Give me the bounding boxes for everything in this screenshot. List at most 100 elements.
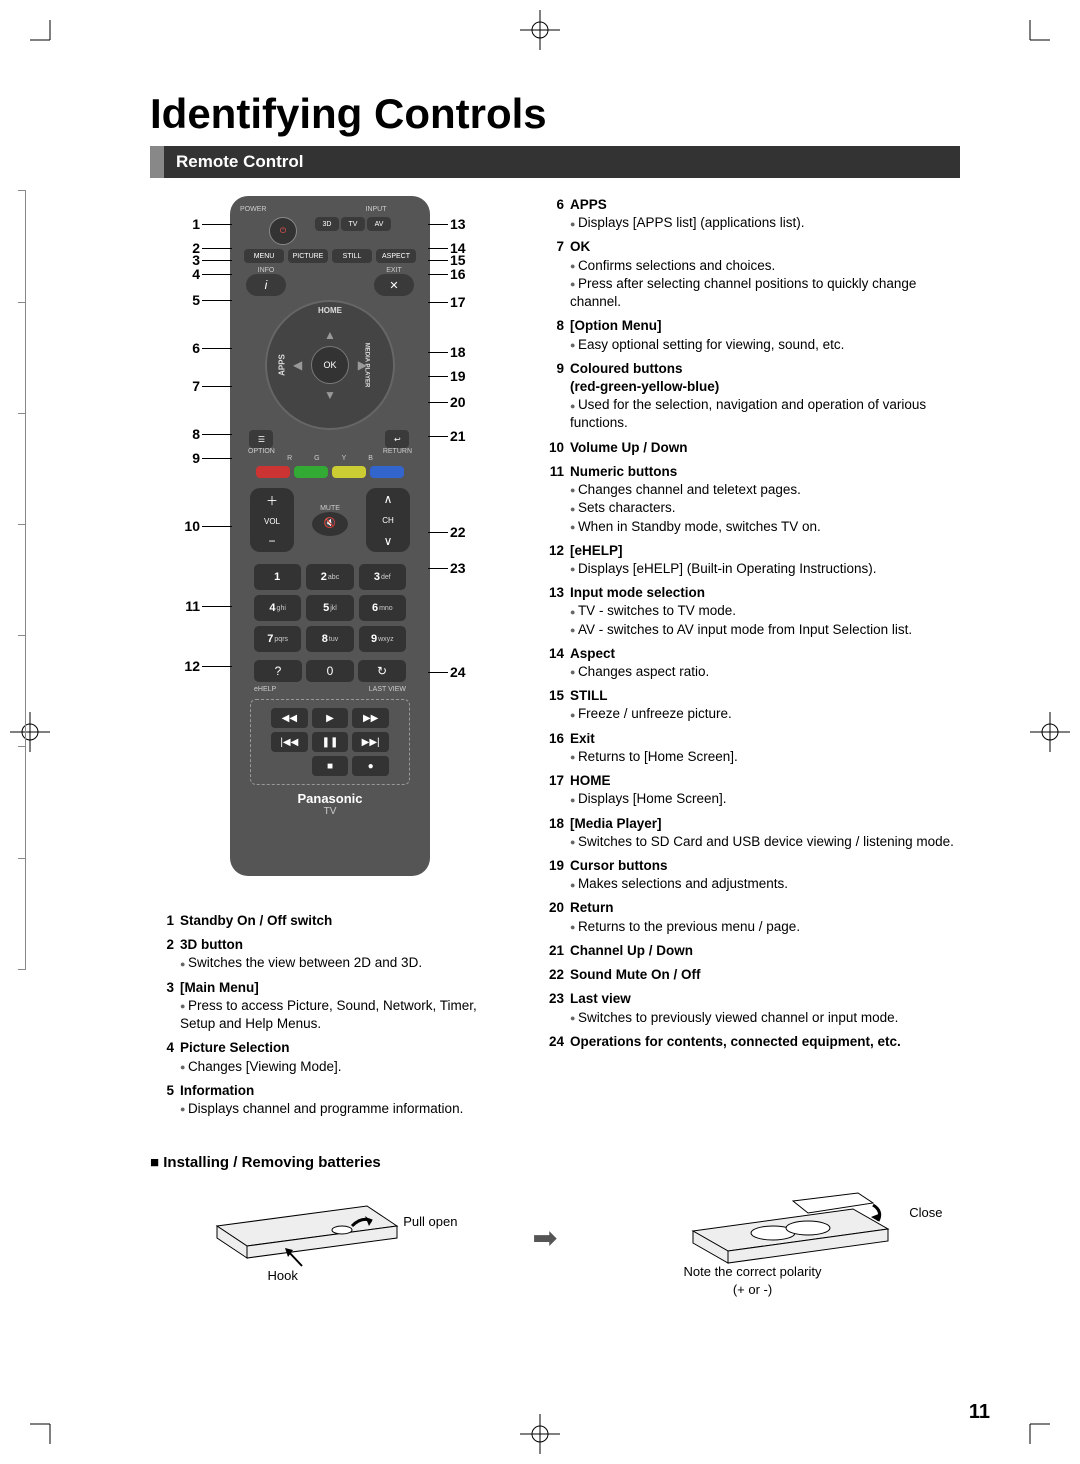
callout-7: 7 xyxy=(160,378,200,394)
desc-bullets: Displays [APPS list] (applications list)… xyxy=(570,214,960,232)
input-3d-button[interactable]: 3D xyxy=(315,217,339,231)
callout-1: 1 xyxy=(160,216,200,232)
exit-button-icon[interactable]: ✕ xyxy=(374,274,414,296)
desc-number: 18 xyxy=(540,815,564,851)
numeric-key-7[interactable]: 7pqrs xyxy=(254,626,301,652)
input-tv-button[interactable]: TV xyxy=(341,217,365,231)
mute-button-icon[interactable]: 🔇 xyxy=(312,512,348,536)
key-0-button[interactable]: 0 xyxy=(306,660,354,682)
numeric-key-8[interactable]: 8tuv xyxy=(306,626,353,652)
return-button-icon[interactable]: ↩ xyxy=(385,430,409,448)
red-button[interactable] xyxy=(256,466,290,478)
blue-button[interactable] xyxy=(370,466,404,478)
desc-number: 9 xyxy=(540,360,564,433)
cursor-up-icon[interactable]: ▲ xyxy=(324,328,336,342)
cursor-right-icon[interactable]: ▶ xyxy=(358,358,367,372)
home-label[interactable]: HOME xyxy=(318,306,342,315)
crop-mark-icon xyxy=(30,1414,60,1444)
desc-item: 6APPSDisplays [APPS list] (applications … xyxy=(540,196,960,232)
desc-title: [Main Menu] xyxy=(180,979,510,997)
desc-bullets: Switches the view between 2D and 3D. xyxy=(180,954,510,972)
desc-bullet: Confirms selections and choices. xyxy=(570,257,960,275)
vol-plus-icon[interactable]: ＋ xyxy=(266,492,278,509)
desc-bullet: Returns to [Home Screen]. xyxy=(570,748,960,766)
desc-title: Return xyxy=(570,899,960,917)
aspect-button[interactable]: ASPECT xyxy=(376,249,416,263)
callout-6: 6 xyxy=(160,340,200,356)
volume-rocker[interactable]: ＋ VOL − xyxy=(250,488,294,552)
numeric-key-9[interactable]: 9wxyz xyxy=(359,626,406,652)
callout-22: 22 xyxy=(450,524,466,540)
media-button-5[interactable]: ▶▶| xyxy=(352,732,389,752)
desc-bullet: Press after selecting channel positions … xyxy=(570,275,960,311)
numeric-key-5[interactable]: 5jkl xyxy=(306,595,353,621)
desc-item: 19Cursor buttonsMakes selections and adj… xyxy=(540,857,960,893)
green-button[interactable] xyxy=(294,466,328,478)
desc-bullet: Displays [APPS list] (applications list)… xyxy=(570,214,960,232)
yellow-button[interactable] xyxy=(332,466,366,478)
menu-button[interactable]: MENU xyxy=(244,249,284,263)
desc-bullets: TV - switches to TV mode.AV - switches t… xyxy=(570,602,960,638)
cursor-down-icon[interactable]: ▼ xyxy=(324,388,336,402)
picture-button[interactable]: PICTURE xyxy=(288,249,328,263)
exit-label: EXIT xyxy=(386,267,402,274)
ch-down-icon[interactable]: ∨ xyxy=(384,534,393,548)
numeric-key-2[interactable]: 2abc xyxy=(306,564,353,590)
media-button-3[interactable]: |◀◀ xyxy=(271,732,308,752)
desc-title: Coloured buttons xyxy=(570,360,960,378)
desc-number: 19 xyxy=(540,857,564,893)
desc-bullets: Displays [eHELP] (Built-in Operating Ins… xyxy=(570,560,960,578)
last-view-button-icon[interactable]: ↻ xyxy=(358,660,406,682)
desc-number: 1 xyxy=(150,912,174,930)
numeric-key-1[interactable]: 1 xyxy=(254,564,301,590)
ch-up-icon[interactable]: ∧ xyxy=(384,492,393,506)
desc-number: 7 xyxy=(540,238,564,311)
ok-button[interactable]: OK xyxy=(311,346,349,384)
numeric-key-4[interactable]: 4ghi xyxy=(254,595,301,621)
option-button[interactable]: ☰ xyxy=(249,430,273,448)
vol-minus-icon[interactable]: − xyxy=(268,534,275,548)
desc-item: 1Standby On / Off switch xyxy=(150,912,510,930)
media-button-2[interactable]: ▶▶ xyxy=(352,708,389,728)
battery-section: Installing / Removing batteries Pull ope… xyxy=(150,1154,960,1296)
desc-bullets: Returns to the previous menu / page. xyxy=(570,918,960,936)
desc-item: 11Numeric buttonsChanges channel and tel… xyxy=(540,463,960,536)
leader-line xyxy=(428,352,448,353)
cursor-left-icon[interactable]: ◀ xyxy=(293,358,302,372)
desc-number: 15 xyxy=(540,687,564,723)
media-button-0[interactable]: ◀◀ xyxy=(271,708,308,728)
home-ring: HOME APPS MEDIA PLAYER ▲ ▼ ◀ ▶ OK xyxy=(265,300,395,430)
media-button-7[interactable]: ■ xyxy=(312,756,349,776)
desc-title: [Option Menu] xyxy=(570,317,960,335)
channel-rocker[interactable]: ∧ CH ∨ xyxy=(366,488,410,552)
desc-bullet: Displays channel and programme informati… xyxy=(180,1100,510,1118)
desc-number: 5 xyxy=(150,1082,174,1118)
registration-mark-icon xyxy=(520,1414,560,1454)
input-av-button[interactable]: AV xyxy=(367,217,391,231)
desc-bullets: Easy optional setting for viewing, sound… xyxy=(570,336,960,354)
desc-bullet: Changes aspect ratio. xyxy=(570,663,960,681)
desc-number: 22 xyxy=(540,966,564,984)
desc-title: APPS xyxy=(570,196,960,214)
desc-bullets: Switches to previously viewed channel or… xyxy=(570,1009,960,1027)
desc-bullet: When in Standby mode, switches TV on. xyxy=(570,518,960,536)
media-button-1[interactable]: ▶ xyxy=(312,708,349,728)
desc-bullet: Press to access Picture, Sound, Network,… xyxy=(180,997,510,1033)
ehelp-button[interactable]: ? xyxy=(254,660,302,682)
apps-label[interactable]: APPS xyxy=(277,354,286,376)
leader-line xyxy=(428,402,448,403)
still-button[interactable]: STILL xyxy=(332,249,372,263)
desc-title: Sound Mute On / Off xyxy=(570,966,960,984)
media-button-4[interactable]: ❚❚ xyxy=(312,732,349,752)
desc-bullet: Displays [Home Screen]. xyxy=(570,790,960,808)
desc-number: 11 xyxy=(540,463,564,536)
numeric-key-3[interactable]: 3def xyxy=(359,564,406,590)
desc-bullets: Confirms selections and choices.Press af… xyxy=(570,257,960,312)
battery-figure-open: Pull open Hook xyxy=(197,1186,417,1291)
desc-bullet: Easy optional setting for viewing, sound… xyxy=(570,336,960,354)
power-button-icon[interactable]: ⏻ xyxy=(269,217,297,245)
media-button-8[interactable]: ● xyxy=(352,756,389,776)
info-button-icon[interactable]: i xyxy=(246,274,286,296)
callout-21: 21 xyxy=(450,428,466,444)
numeric-key-6[interactable]: 6mno xyxy=(359,595,406,621)
